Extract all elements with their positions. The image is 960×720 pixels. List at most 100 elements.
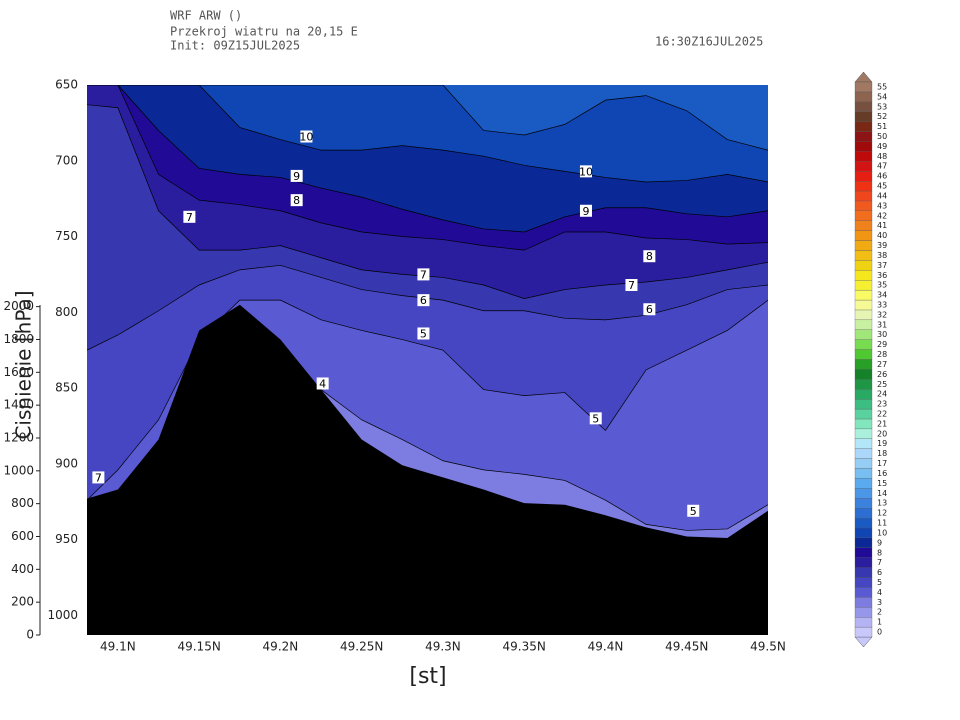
colorbar-label: 5 [877,578,882,587]
colorbar-label: 52 [877,112,887,121]
contour-label: 5 [592,412,599,425]
colorbar-label: 6 [877,568,882,577]
contour-label-box [290,194,303,207]
colorbar-swatch [854,141,873,152]
y2-tick-label: 400 [11,562,34,576]
colorbar-swatch [854,230,873,241]
colorbar-label: 20 [877,429,887,438]
contour-label-box [625,279,638,291]
terrain [87,304,768,635]
colorbar-label: 35 [877,281,887,290]
colorbar-label: 14 [877,489,887,498]
x-axis-label: [st] [409,664,446,689]
y2-tick-label: 2000 [3,299,34,313]
y2-tick-label: 800 [11,496,34,510]
colorbar-swatch [854,309,873,321]
contour-label: 9 [293,170,300,183]
contour-label-box [579,204,592,217]
colorbar-label: 26 [877,370,887,379]
colorbar-swatch [854,339,873,350]
header-line: WRF ARW () [170,9,242,23]
colorbar-swatch [854,131,873,142]
header-line: Przekroj wiatru na 20,15 E [170,25,358,39]
colorbar-swatch [854,478,873,489]
colorbar-label: 48 [877,152,887,161]
colorbar-swatch [854,408,873,420]
colorbar-swatch [854,567,873,578]
colorbar-swatch [854,220,873,231]
contour-label: 8 [293,194,300,207]
colorbar-label: 9 [877,538,882,547]
contour-label: 8 [646,250,653,263]
contour-label: 10 [299,131,313,144]
y2-tick-label: 1200 [3,430,34,444]
x-tick-label: 49.15N [177,640,220,654]
colorbar-swatch [854,91,873,102]
colorbar-label: 22 [877,410,887,419]
colorbar-swatch [854,468,873,479]
colorbar-label: 7 [877,558,882,567]
colorbar-extend-max [854,71,873,83]
colorbar-label: 55 [877,82,887,91]
x-tick-label: 49.2N [263,640,299,654]
colorbar-label: 33 [877,300,887,309]
contour-label: 9 [582,205,589,218]
colorbar-label: 36 [877,271,887,280]
colorbar-swatch [854,398,873,410]
contour-label: 6 [646,303,653,316]
contour-label: 5 [690,505,697,518]
y-tick-label: 750 [55,229,78,243]
colorbar-swatch [854,250,873,261]
colorbar-label: 10 [877,528,887,537]
y2-tick-label: 1400 [3,398,34,412]
colorbar-label: 50 [877,132,887,141]
colorbar-swatch [854,180,873,192]
colorbar-swatch [854,319,873,330]
colorbar-label: 27 [877,360,887,369]
colorbar-label: 19 [877,439,887,448]
x-tick-label: 49.5N [750,640,786,654]
colorbar-swatch [854,200,873,211]
y-tick-label: 800 [55,305,78,319]
colorbar-label: 40 [877,231,887,240]
colorbar-label: 32 [877,310,887,319]
colorbar-swatch [854,359,873,370]
contour-label-box [417,327,430,340]
y2-tick-label: 200 [11,595,34,609]
colorbar-label: 2 [877,608,882,617]
colorbar-swatch [854,111,873,122]
y2-tick-label: 1800 [3,332,34,346]
colorbar-swatch [854,101,873,112]
colorbar-swatch [854,161,873,172]
colorbar-swatch [854,379,873,390]
colorbar-label: 37 [877,261,887,270]
colorbar-label: 43 [877,201,887,210]
y-tick-label: 900 [55,456,78,470]
colorbar-swatch [854,498,873,509]
colorbar-swatch [854,81,873,93]
colorbar-label: 34 [877,291,887,300]
colorbar-swatch [854,557,873,568]
colorbar-label: 42 [877,211,887,220]
colorbar-label: 28 [877,350,887,359]
colorbar-label: 41 [877,221,887,230]
colorbar-label: 15 [877,479,887,488]
contour-label-box [417,294,430,307]
colorbar-swatch [854,537,873,548]
contour-line [87,85,768,151]
contour-label: 7 [186,211,193,224]
contour-label-box [417,268,430,281]
colorbar-label: 4 [877,588,882,597]
contour-label-box [643,303,656,316]
contour-label-box [290,169,303,182]
contour-label: 10 [579,165,593,178]
colorbar-label: 0 [877,628,882,637]
colorbar-label: 3 [877,598,882,607]
colorbar-extend-min [854,636,873,648]
colorbar-label: 23 [877,400,887,409]
colorbar-swatch [854,270,873,281]
colorbar-label: 13 [877,499,887,508]
x-tick-label: 49.35N [503,640,546,654]
colorbar-swatch [854,418,873,430]
colorbar-label: 45 [877,182,887,191]
